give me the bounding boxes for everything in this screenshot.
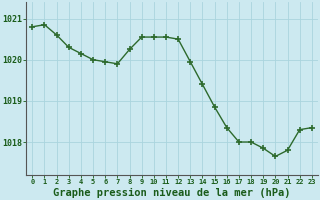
X-axis label: Graphe pression niveau de la mer (hPa): Graphe pression niveau de la mer (hPa) [53,188,291,198]
